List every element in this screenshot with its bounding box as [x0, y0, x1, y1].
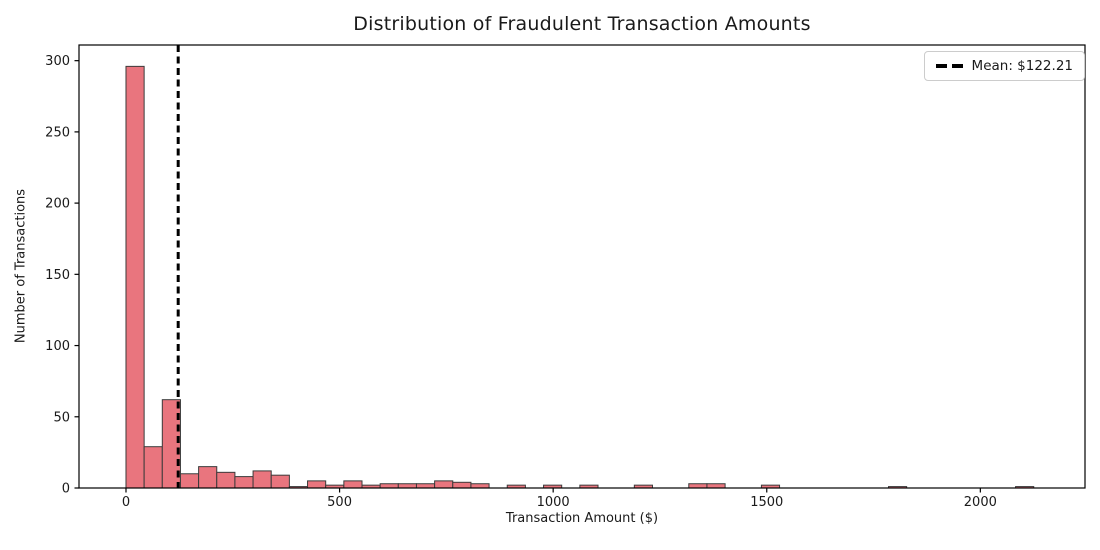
- dashed-line-icon: [935, 64, 963, 68]
- x-tick-label: 500: [327, 495, 352, 510]
- histogram-bar: [307, 480, 327, 489]
- x-tick-label: 0: [122, 495, 130, 510]
- legend-label: Mean: $122.21: [971, 58, 1073, 74]
- histogram-bar: [143, 446, 163, 489]
- y-axis-label: Number of Transactions: [13, 188, 29, 344]
- histogram-bar: [706, 483, 726, 489]
- y-tick-label: 300: [45, 54, 70, 69]
- y-tick-label: 150: [45, 268, 70, 283]
- histogram-bar: [179, 473, 200, 489]
- histogram-bar: [252, 470, 272, 489]
- histogram-bar: [688, 483, 708, 489]
- legend: Mean: $122.21: [923, 51, 1085, 81]
- histogram-bar: [216, 471, 236, 489]
- histogram-bar: [434, 480, 454, 489]
- histogram-bar: [470, 483, 490, 489]
- histogram-bar: [379, 483, 399, 489]
- histogram-bar: [343, 480, 363, 489]
- y-tick-label: 50: [53, 410, 70, 425]
- histogram-bars: [125, 65, 1035, 489]
- x-tick-label: 2000: [964, 495, 997, 510]
- y-axis-ticks: 0 50 100 150 200 250 300: [45, 54, 79, 497]
- plot-spines: [78, 44, 1086, 489]
- histogram-bar: [270, 474, 290, 489]
- x-tick-label: 1000: [537, 495, 570, 510]
- histogram-bar: [125, 65, 145, 489]
- y-tick-label: 0: [62, 482, 70, 497]
- histogram-bar: [452, 481, 472, 489]
- histogram-bar: [415, 483, 436, 489]
- x-axis-ticks: 0 500 1000 1500 2000: [122, 488, 997, 510]
- histogram-bar: [198, 466, 218, 489]
- x-axis-label: Transaction Amount ($): [505, 511, 659, 526]
- x-tick-label: 1500: [750, 495, 783, 510]
- y-tick-label: 250: [45, 125, 70, 140]
- histogram-bar: [397, 483, 417, 489]
- y-tick-label: 100: [45, 339, 70, 354]
- y-tick-label: 200: [45, 197, 70, 212]
- chart-title: Distribution of Fraudulent Transaction A…: [353, 13, 811, 35]
- histogram-bar: [234, 476, 254, 489]
